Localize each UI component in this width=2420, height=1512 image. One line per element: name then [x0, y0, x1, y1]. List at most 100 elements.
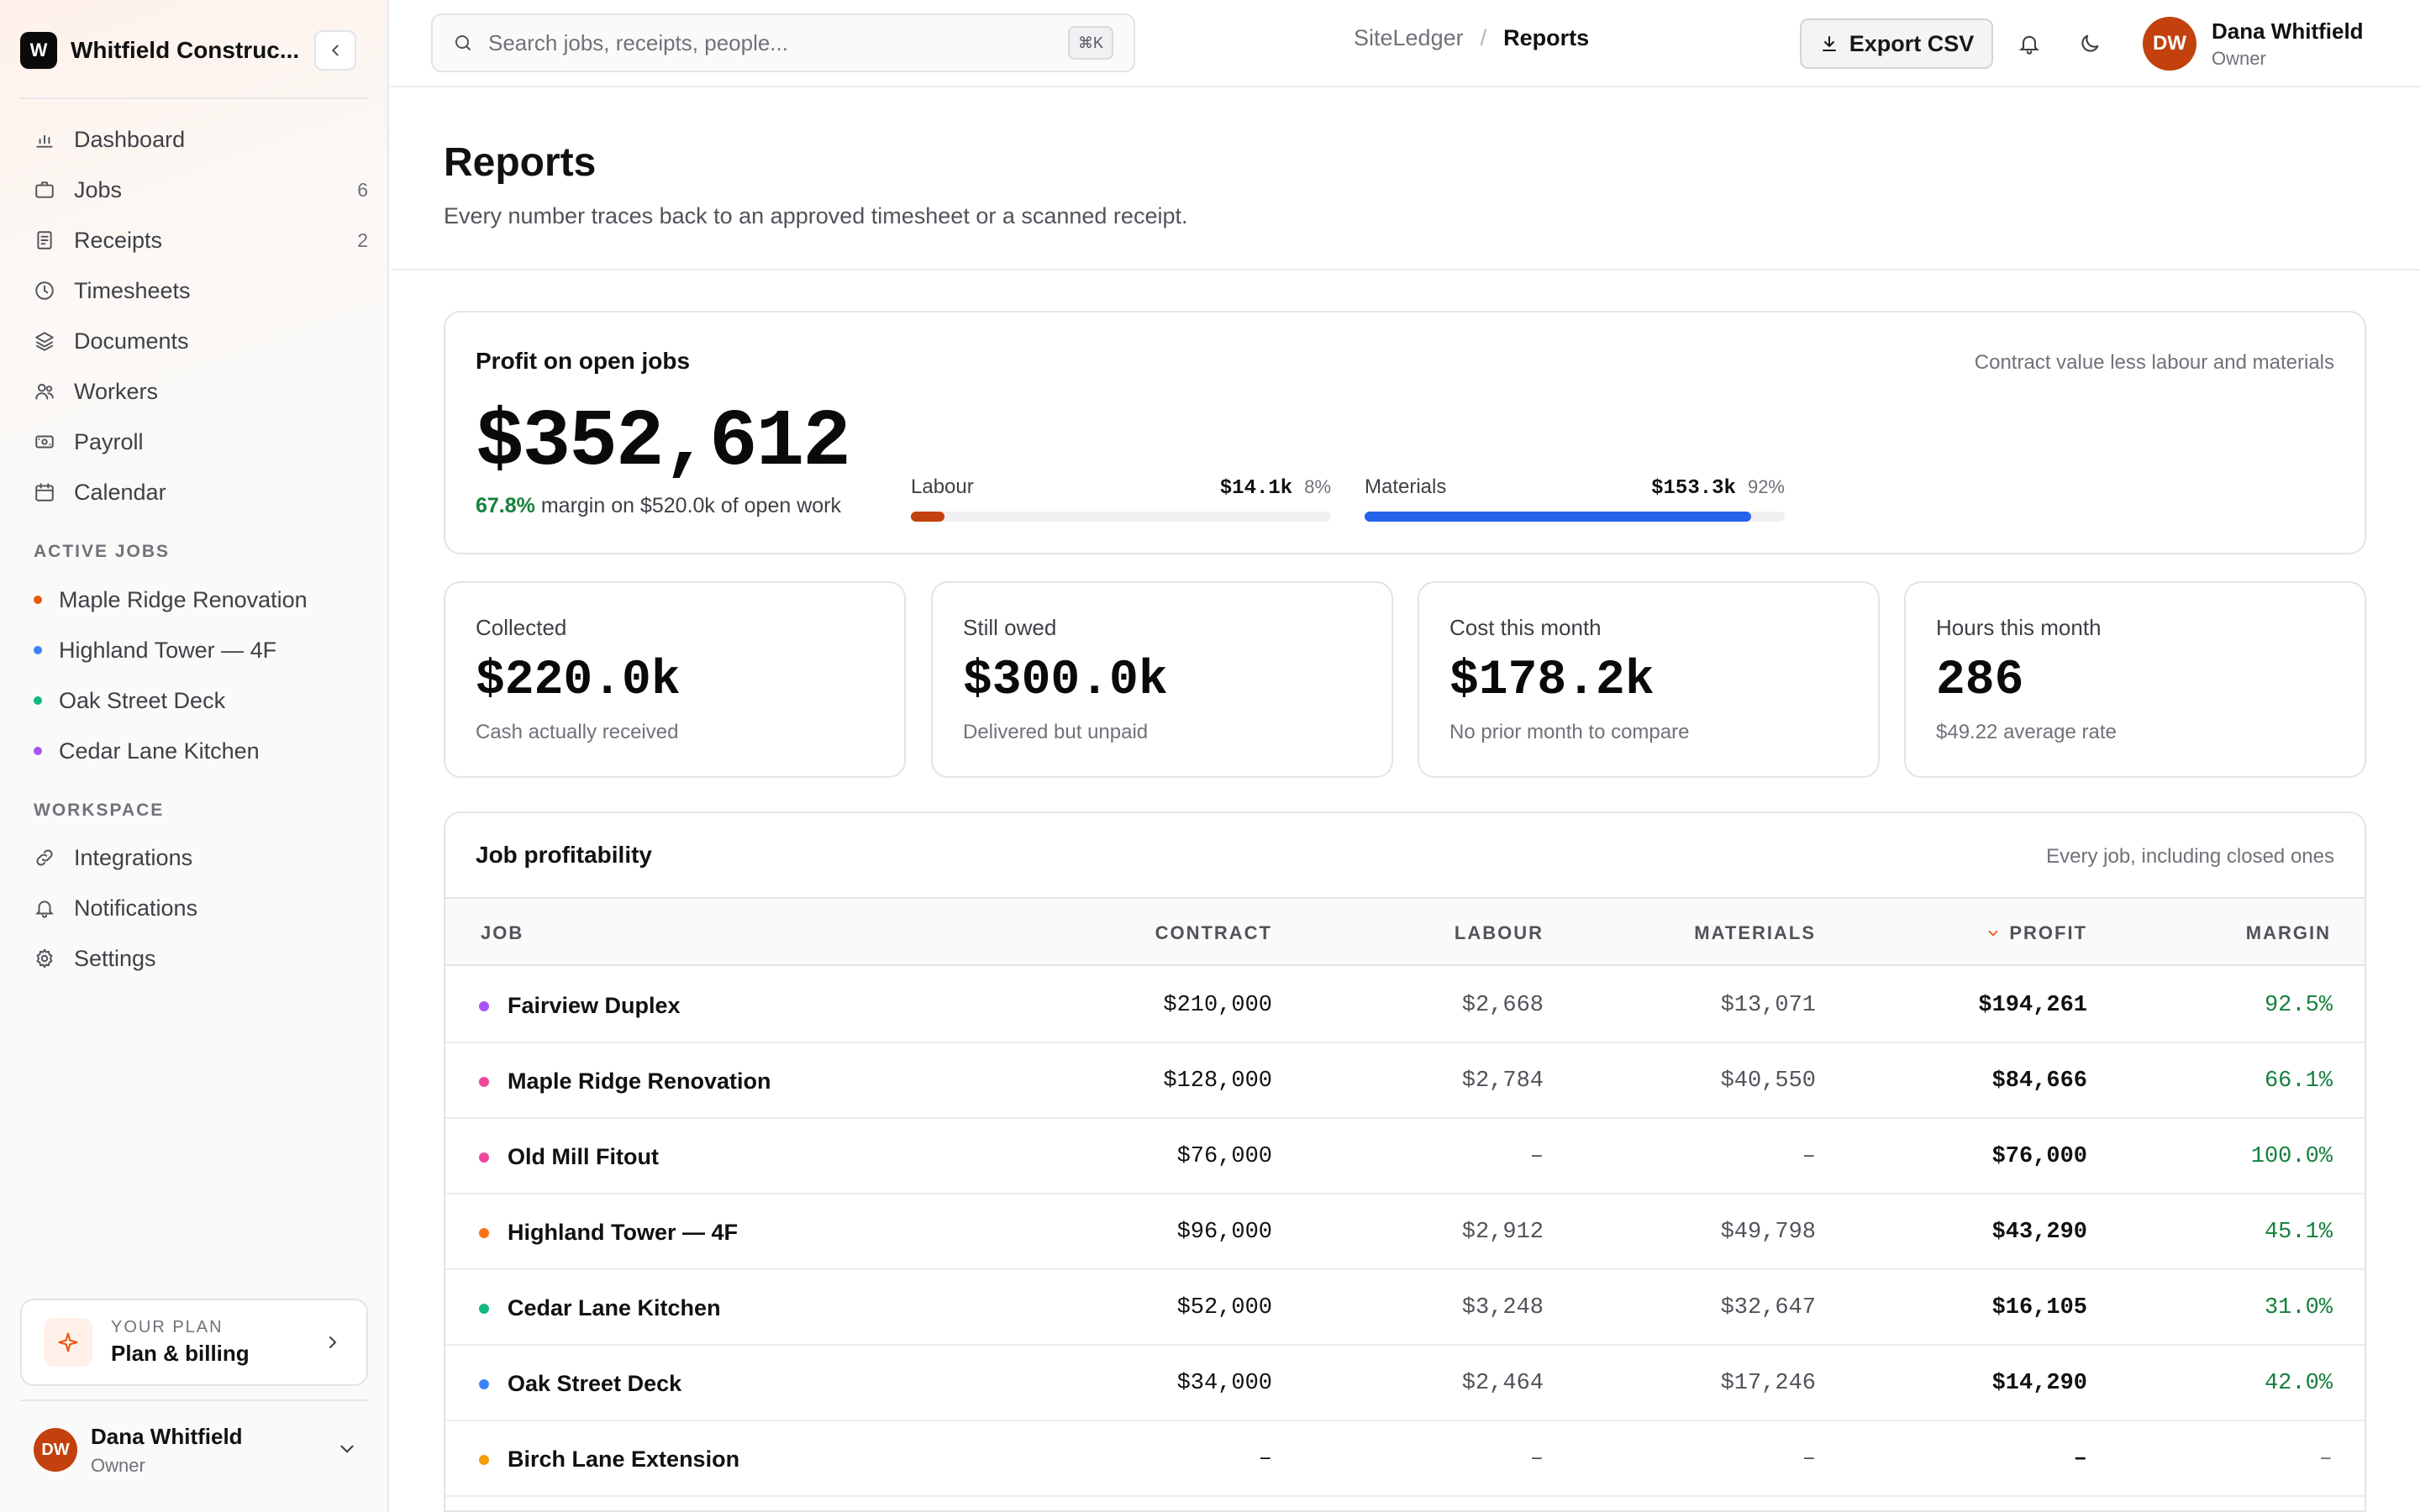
collapse-sidebar-button[interactable]	[314, 30, 356, 71]
workspace-switcher[interactable]: W Whitfield Construc...	[20, 27, 356, 74]
sidebar-item-timesheets[interactable]: Timesheets	[20, 268, 368, 313]
sidebar-job-cedar-lane[interactable]: Cedar Lane Kitchen	[20, 728, 368, 774]
table-row[interactable]: Birch Lane Extension – – – – –	[445, 1421, 2365, 1497]
profit-cell: –	[2073, 1446, 2087, 1472]
job-name[interactable]: Highland Tower — 4F	[508, 1220, 739, 1245]
profit-margin-line: 67.8% margin on $520.0k of open work	[476, 494, 841, 518]
materials-cell: $49,798	[1720, 1220, 1816, 1245]
contract-cell: $76,000	[1176, 1144, 1272, 1169]
column-header-labour[interactable]: LABOUR	[1454, 922, 1544, 943]
top-user-menu[interactable]: DW Dana Whitfield Owner	[2143, 17, 2364, 71]
job-cell: Fairview Duplex	[479, 993, 681, 1019]
receipts-count-badge: 2	[357, 228, 368, 251]
bell-icon	[2019, 35, 2039, 55]
contract-cell: –	[1258, 1446, 1272, 1472]
download-icon	[1822, 36, 1836, 51]
chevron-right-icon	[329, 1336, 337, 1348]
search-icon	[455, 35, 471, 50]
sidebar-item-dashboard[interactable]: Dashboard	[20, 117, 368, 162]
sidebar-item-label: Calendar	[74, 479, 166, 505]
labour-cell: $2,668	[1461, 993, 1544, 1018]
job-cell: Maple Ridge Renovation	[479, 1068, 771, 1095]
job-color-dot	[479, 1000, 489, 1011]
users-icon	[35, 383, 54, 400]
sidebar-item-calendar[interactable]: Calendar	[20, 470, 368, 515]
layers-icon	[35, 332, 54, 351]
sidebar-item-label: Documents	[74, 328, 189, 354]
search-input[interactable]	[488, 29, 1043, 56]
sidebar-item-receipts[interactable]: Receipts 2	[20, 218, 368, 263]
job-name[interactable]: Cedar Lane Kitchen	[508, 1295, 721, 1320]
column-header-contract[interactable]: CONTRACT	[1155, 922, 1272, 943]
sidebar-item-notifications[interactable]: Notifications	[20, 885, 368, 931]
materials-percent: 92%	[1747, 476, 1785, 497]
user-role: Owner	[2212, 47, 2266, 69]
sidebar-job-maple-ridge[interactable]: Maple Ridge Renovation	[20, 577, 368, 622]
stat-value: $220.0k	[476, 654, 681, 708]
table-row[interactable]: Cedar Lane Kitchen $52,000 $3,248 $32,647 $1…	[445, 1270, 2365, 1346]
table-row[interactable]: Highland Tower — 4F $96,000 $2,912 $49,798 $…	[445, 1194, 2365, 1270]
contract-cell: $34,000	[1176, 1371, 1272, 1396]
job-name[interactable]: Birch Lane Extension	[508, 1446, 740, 1472]
materials-amount: $153.3k	[1651, 477, 1736, 500]
contract-cell: $128,000	[1163, 1068, 1272, 1094]
sidebar-job-label: Cedar Lane Kitchen	[59, 738, 260, 764]
materials-bar-fill	[1365, 512, 1751, 522]
breadcrumb-root[interactable]: SiteLedger	[1354, 25, 1464, 50]
table-row[interactable]: Maple Ridge Renovation $128,000 $2,784 $40,…	[445, 1043, 2365, 1119]
margin-cell: 31.0%	[2264, 1295, 2333, 1320]
chevron-left-icon	[331, 45, 339, 56]
stat-value: 286	[1936, 654, 2024, 708]
profit-value: $352,612	[476, 396, 851, 488]
job-color-dot	[34, 596, 42, 604]
table-row[interactable]: Oak Street Deck $34,000 $2,464 $17,246 $14,2…	[445, 1346, 2365, 1421]
stat-note: No prior month to compare	[1449, 721, 1690, 743]
export-csv-button[interactable]: Export CSV	[1800, 18, 1993, 69]
sidebar-item-payroll[interactable]: Payroll	[20, 419, 368, 465]
sidebar-user-menu[interactable]: DW Dana Whitfield Owner	[34, 1420, 366, 1480]
job-name[interactable]: Oak Street Deck	[508, 1371, 682, 1396]
notifications-button[interactable]	[2012, 27, 2046, 60]
profit-cell: $43,290	[1991, 1220, 2087, 1245]
margin-cell: 42.0%	[2264, 1371, 2333, 1396]
sidebar-divider	[20, 97, 368, 99]
user-role: Owner	[91, 1454, 145, 1476]
labour-cell: $3,248	[1461, 1295, 1544, 1320]
job-cell: Cedar Lane Kitchen	[479, 1295, 721, 1321]
profit-cell: $84,666	[1991, 1068, 2087, 1094]
plan-subtitle: YOUR PLAN	[111, 1318, 224, 1336]
theme-toggle-button[interactable]	[2073, 27, 2107, 60]
stat-card-hours-this-month: Hours this month 286 $49.22 average rate	[1904, 581, 2366, 778]
sidebar-item-documents[interactable]: Documents	[20, 318, 368, 364]
sidebar: W Whitfield Construc... Dashboard Jobs 6…	[0, 0, 389, 1512]
sidebar-item-jobs[interactable]: Jobs 6	[20, 167, 368, 213]
sidebar-job-highland-tower[interactable]: Highland Tower — 4F	[20, 627, 368, 673]
sidebar-item-settings[interactable]: Settings	[20, 936, 368, 981]
job-cell: Birch Lane Extension	[479, 1446, 739, 1473]
active-jobs-heading: ACTIVE JOBS	[34, 542, 171, 561]
export-csv-label: Export CSV	[1849, 30, 1975, 56]
job-name[interactable]: Old Mill Fitout	[508, 1144, 659, 1169]
labour-cell: –	[1529, 1446, 1544, 1472]
stat-card-collected: Collected $220.0k Cash actually received	[444, 581, 906, 778]
search-shortcut-hint: ⌘K	[1067, 26, 1113, 60]
profit-summary-card: Profit on open jobs Contract value less …	[444, 311, 2366, 554]
materials-bar-track	[1365, 512, 1785, 522]
plan-billing-card[interactable]: YOUR PLAN Plan & billing	[20, 1299, 368, 1386]
column-header-materials[interactable]: MATERIALS	[1694, 922, 1816, 943]
receipt-icon	[37, 231, 52, 249]
table-row[interactable]: Fairview Duplex $210,000 $2,668 $13,071 $194…	[445, 968, 2365, 1043]
sidebar-item-integrations[interactable]: Integrations	[20, 835, 368, 880]
sidebar-item-workers[interactable]: Workers	[20, 369, 368, 414]
job-name[interactable]: Maple Ridge Renovation	[508, 1068, 771, 1094]
column-header-job[interactable]: JOB	[481, 922, 524, 943]
labour-bar-fill	[911, 512, 944, 522]
job-name[interactable]: Fairview Duplex	[508, 993, 681, 1018]
column-header-margin[interactable]: MARGIN	[2245, 922, 2331, 943]
column-header-profit[interactable]: PROFIT	[1986, 922, 2087, 944]
search-box[interactable]: ⌘K	[431, 13, 1135, 72]
table-row[interactable]: Old Mill Fitout $76,000 – – $76,000 100.0%	[445, 1119, 2365, 1194]
table-header-row: JOB CONTRACT LABOUR MATERIALS PROFIT MAR…	[445, 897, 2365, 966]
avatar: DW	[34, 1428, 77, 1472]
sidebar-job-oak-street[interactable]: Oak Street Deck	[20, 678, 368, 723]
